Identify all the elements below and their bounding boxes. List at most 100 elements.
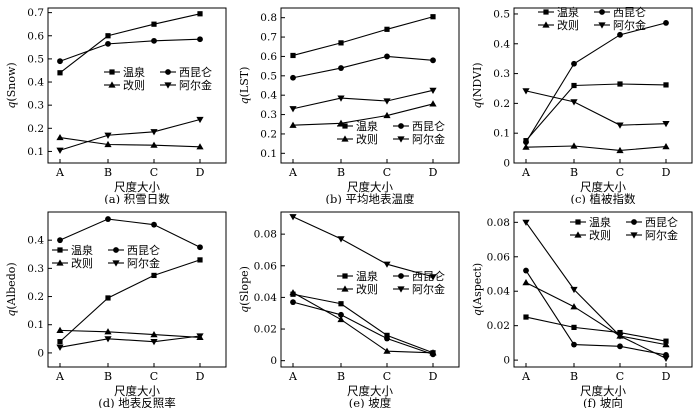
y-tick-label: 0.06 (487, 251, 511, 263)
series-line (525, 22, 667, 143)
chart-snow: 0.1 0.2 0.3 0.4 0.5 0.6 0.7 A B C Dq(Snow) 尺度大小(a) … (5, 7, 227, 206)
legend-marker (598, 22, 606, 29)
chart-albedo: 0 0.1 0.2 0.3 0.4 A B C Dq(Albedo) 尺度大小(d) 地表反照率 温… (5, 211, 227, 410)
legend-label: 温泉 (557, 5, 579, 19)
series-line (292, 103, 434, 126)
y-axis-label: q(Snow) (5, 62, 18, 108)
series-line (292, 55, 434, 79)
legend-marker (543, 9, 549, 15)
plot-frame (47, 7, 227, 164)
plot-frame (280, 7, 460, 164)
series-aej (289, 87, 437, 113)
series-gz (522, 142, 670, 154)
y-tick-label: 0 (503, 158, 510, 170)
legend-label: 西昆仑 (412, 269, 445, 283)
data-point (617, 343, 623, 350)
data-point (383, 111, 391, 119)
series-wq (523, 81, 669, 144)
data-point (662, 143, 670, 150)
y-tick-label: 0.02 (487, 320, 510, 332)
y-tick-label: 0.08 (487, 217, 510, 229)
y-tick-label: 0.06 (254, 260, 278, 272)
chart-ndvi: 0 0.1 0.2 0.3 0.4 0.5 A B C Dq(NDVI) 尺度大小(c) 植被指数 温… (471, 5, 693, 206)
x-tick-label: A (521, 166, 531, 179)
series-line (59, 118, 201, 151)
data-point (384, 335, 390, 342)
y-tick-label: 0.1 (493, 128, 510, 140)
y-tick-label: 0.2 (27, 123, 44, 135)
panel-caption: (c) 植被指数 (570, 192, 636, 204)
data-point (523, 267, 529, 274)
data-point (570, 99, 578, 106)
data-point (616, 122, 624, 129)
y-axis-label: q(NDVI) (471, 62, 484, 108)
legend-marker (631, 219, 637, 225)
data-point (383, 347, 391, 354)
data-point (571, 324, 577, 330)
legend-marker (57, 247, 63, 253)
legend-label: 改则 (356, 282, 378, 296)
x-tick-label: C (150, 370, 158, 383)
y-tick-label: 0.2 (260, 128, 277, 140)
legend-marker (574, 231, 582, 238)
legend-label: 温泉 (71, 243, 93, 257)
legend-marker (342, 273, 348, 279)
y-tick-label: 0.5 (493, 8, 510, 20)
data-point (523, 314, 529, 320)
data-point (289, 121, 297, 128)
legend-marker (341, 285, 349, 292)
data-point (289, 214, 297, 221)
legend-marker (113, 247, 119, 253)
y-tick-label: 0.3 (493, 68, 510, 80)
data-point (151, 37, 157, 44)
legend-label: 阿尔金 (127, 256, 160, 270)
panel-caption: (a) 积雪日数 (104, 192, 170, 204)
y-tick-label: 0.4 (493, 38, 510, 50)
data-point (150, 339, 158, 346)
data-point (197, 244, 203, 251)
legend-label: 改则 (557, 18, 579, 32)
data-point (617, 81, 623, 87)
y-tick-label: 0 (37, 347, 44, 359)
data-point (105, 295, 111, 301)
data-point (290, 74, 296, 81)
data-point (663, 20, 669, 26)
series-aej (56, 116, 204, 154)
y-axis-label: q(Albedo) (5, 262, 18, 316)
data-point (337, 315, 345, 323)
series-gz (289, 100, 437, 128)
data-point (337, 236, 345, 243)
series-line (525, 90, 667, 126)
data-point (57, 339, 63, 345)
panel-caption: (d) 地表反照率 (98, 396, 176, 408)
series-xkl (290, 299, 436, 358)
data-point (616, 146, 624, 154)
y-tick-label: 0.3 (260, 109, 277, 121)
x-tick-label: B (104, 166, 112, 179)
y-tick-label: 0.5 (27, 53, 44, 65)
series-line (525, 83, 667, 142)
series-line (525, 145, 667, 152)
legend-label: 温泉 (356, 119, 378, 133)
series-xkl (523, 20, 669, 146)
data-point (290, 52, 296, 59)
data-point (616, 333, 624, 340)
x-axis-label: 尺度大小 (580, 384, 626, 398)
data-point (384, 26, 390, 32)
data-point (522, 219, 530, 226)
x-tick-label: D (196, 370, 205, 383)
x-tick-label: D (196, 166, 205, 179)
series-gz (56, 133, 204, 150)
series-xkl (57, 36, 203, 65)
data-point (384, 332, 390, 338)
series-wq (523, 314, 669, 344)
series-gz (289, 289, 437, 356)
series-wq (290, 14, 436, 59)
series-line (292, 301, 434, 355)
plot-frame (280, 211, 460, 368)
data-point (430, 14, 436, 20)
